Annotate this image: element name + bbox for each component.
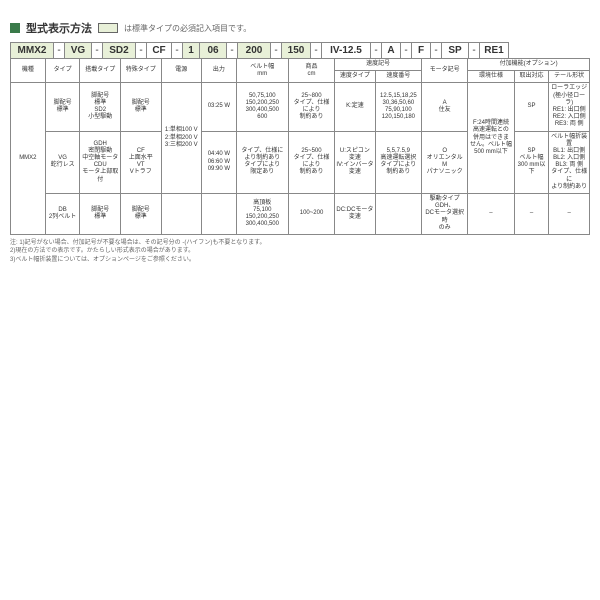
col-header: 速度記号 — [335, 59, 422, 71]
model-seg-15: IV-12.5 — [321, 42, 370, 58]
model-seg-9: 06 — [199, 42, 226, 58]
table-row: MMX2脚配号 標準脚配号 標準 SD2 小型駆動脚配号 標準1:単相100 V… — [11, 83, 590, 131]
col-header: モータ記号 — [422, 59, 468, 83]
model-designation-row: MMX2-VG-SD2-CF-106-200-150-IV-12.5-A-F-S… — [10, 42, 590, 58]
table-cell: ベルト幅折装置 BL1: 出口側 BL2: 入口側 BL3: 両 側 タイプ、仕… — [549, 131, 590, 194]
table-cell: – — [514, 194, 549, 235]
footnotes: 注: 1)記号がない場合、付加記号が不要な場合は、その記号分の -(ハイフン)も… — [10, 239, 590, 264]
title-row: 型式表示方法 は標準タイプの必須記入項目です。 — [10, 20, 590, 36]
model-seg-19: F — [411, 42, 430, 58]
sub-header: 取出対応 — [514, 71, 549, 83]
header-row-1: 機種タイプ搭載タイプ特殊タイプ電源出力ベルト幅 mm商品 cm速度記号モータ記号… — [11, 59, 590, 71]
highlight-legend-chip — [98, 23, 118, 33]
table-cell: DC:DCモータ 変速 — [335, 194, 376, 235]
col-header: タイプ — [45, 59, 80, 83]
table-cell: VG 蛇行レス — [45, 131, 80, 194]
footnote-line: 3)ベルト幅折装置については、オプションページをご参照ください。 — [10, 256, 590, 264]
model-seg-8: 1 — [182, 42, 199, 58]
col-header: 商品 cm — [288, 59, 334, 83]
model-seg-5: - — [135, 42, 146, 58]
table-cell: 脚配号 標準 — [45, 83, 80, 131]
table-cell: 25~800 タイプ、仕様 により 制約あり — [288, 83, 334, 131]
model-seg-18: - — [400, 42, 411, 58]
table-cell: 25~500 タイプ、仕様 により 制約あり — [288, 131, 334, 194]
table-cell — [161, 194, 202, 235]
table-cell — [202, 194, 237, 235]
model-seg-20: - — [430, 42, 441, 58]
model-seg-17: A — [381, 42, 400, 58]
table-cell: タイプ、仕様に より制約あり タイプにより 限定あり — [236, 131, 288, 194]
table-cell: 12.5,15,18,25 30,36,50,60 75,90,100 120,… — [375, 83, 421, 131]
table-cell: CF 上面水平 VT Vトラフ — [120, 131, 161, 194]
model-seg-7: - — [171, 42, 182, 58]
table-cell: 脚配号 標準 — [120, 83, 161, 131]
table-cell: DB 2列ベルト — [45, 194, 80, 235]
table-cell: – — [549, 194, 590, 235]
table-cell: MMX2 — [11, 83, 46, 235]
model-seg-0: MMX2 — [10, 42, 53, 58]
col-header: 機種 — [11, 59, 46, 83]
table-cell: – — [468, 194, 514, 235]
table-cell: 5,5,7.5,9 高速運転選択 タイプにより 制約あり — [375, 131, 421, 194]
table-cell: A 住友 — [422, 83, 468, 131]
model-seg-12: - — [270, 42, 281, 58]
model-seg-16: - — [370, 42, 381, 58]
table-cell: GDH 密閉駆動 中空軸モータ CDU モータ上部取付 — [80, 131, 121, 194]
table-cell — [375, 194, 421, 235]
col-header: 付加機能(オプション) — [468, 59, 590, 71]
table-cell: 04:40 W 06:60 W 09:90 W — [202, 131, 237, 194]
model-seg-23: RE1 — [479, 42, 509, 58]
spec-table: 機種タイプ搭載タイプ特殊タイプ電源出力ベルト幅 mm商品 cm速度記号モータ記号… — [10, 58, 590, 235]
table-cell: ローラエッジ (極小径ローラ) RE1: 出口側 RE2: 入口側 RE3: 両… — [549, 83, 590, 131]
title-marker — [10, 23, 20, 33]
model-seg-14: - — [310, 42, 321, 58]
tagline: は標準タイプの必須記入項目です。 — [124, 23, 251, 34]
model-seg-13: 150 — [281, 42, 310, 58]
col-header: ベルト幅 mm — [236, 59, 288, 83]
table-cell: K:定速 — [335, 83, 376, 131]
table-cell: SP — [514, 83, 549, 131]
model-seg-2: VG — [64, 42, 91, 58]
model-seg-6: CF — [146, 42, 171, 58]
col-header: 出力 — [202, 59, 237, 83]
page-title: 型式表示方法 — [26, 20, 92, 36]
col-header: 特殊タイプ — [120, 59, 161, 83]
model-seg-1: - — [53, 42, 64, 58]
model-seg-10: - — [226, 42, 237, 58]
sub-header: 速度タイプ — [335, 71, 376, 83]
model-seg-11: 200 — [237, 42, 270, 58]
table-cell: U:スピコン 変速 IV:インバータ 変速 — [335, 131, 376, 194]
model-seg-21: SP — [441, 42, 468, 58]
table-cell: F:24時間連続 高速運転との 併用はできま せん。ベルト幅 500 mm以下 — [468, 83, 514, 194]
table-cell: 高頂板 75,100 150,200,250 300,400,500 — [236, 194, 288, 235]
table-cell: 03:25 W — [202, 83, 237, 131]
sub-header: 環境仕様 — [468, 71, 514, 83]
table-cell: 駆動タイプGDH、 DCモータ選択時 のみ — [422, 194, 468, 235]
table-cell: 100~200 — [288, 194, 334, 235]
table-cell: 脚配号 標準 — [120, 194, 161, 235]
footnote-line: 2)現在の方法での表示です。かたらしい形式表示の場合があります。 — [10, 247, 590, 255]
table-row: DB 2列ベルト脚配号 標準脚配号 標準高頂板 75,100 150,200,2… — [11, 194, 590, 235]
sub-header: 速度番号 — [375, 71, 421, 83]
model-seg-3: - — [91, 42, 102, 58]
table-cell: 脚配号 標準 — [80, 194, 121, 235]
table-cell: 50,75,100 150,200,250 300,400,500 600 — [236, 83, 288, 131]
table-cell: 1:単相100 V 2:単相200 V 3:三相200 V — [161, 83, 202, 194]
model-seg-22: - — [468, 42, 479, 58]
model-seg-4: SD2 — [102, 42, 135, 58]
footnote-line: 注: 1)記号がない場合、付加記号が不要な場合は、その記号分の -(ハイフン)も… — [10, 239, 590, 247]
col-header: 電源 — [161, 59, 202, 83]
table-body: MMX2脚配号 標準脚配号 標準 SD2 小型駆動脚配号 標準1:単相100 V… — [11, 83, 590, 235]
table-cell: SP ベルト幅 300 mm以下 — [514, 131, 549, 194]
table-cell: O オリエンタル M パナソニック — [422, 131, 468, 194]
col-header: 搭載タイプ — [80, 59, 121, 83]
sub-header: テール形状 — [549, 71, 590, 83]
table-cell: 脚配号 標準 SD2 小型駆動 — [80, 83, 121, 131]
